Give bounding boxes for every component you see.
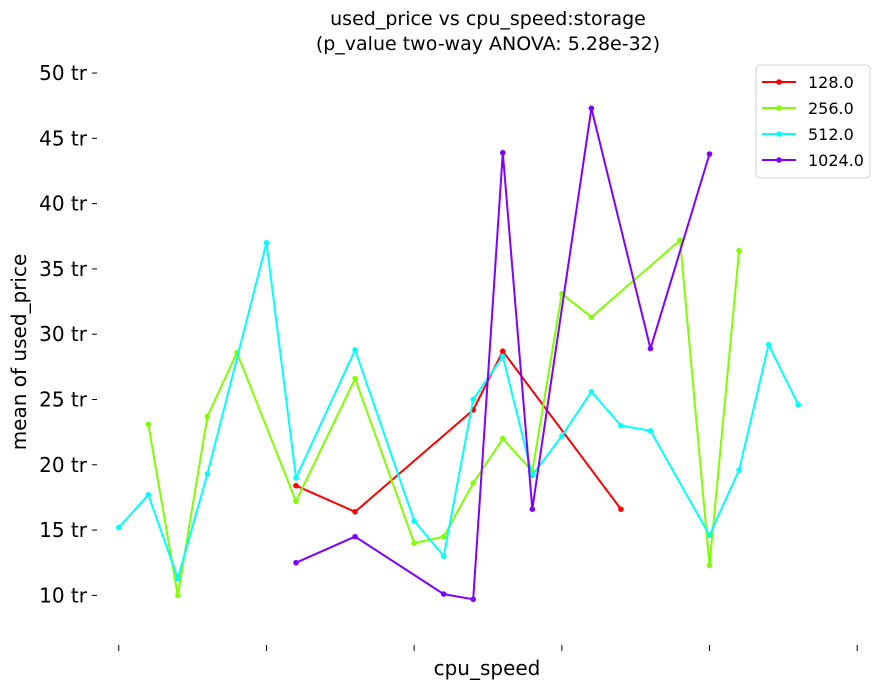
data-point [293, 498, 299, 505]
data-point [765, 341, 772, 348]
series-512.0 [115, 240, 801, 582]
data-point [440, 591, 447, 597]
legend-label: 128.0 [808, 73, 854, 92]
legend-swatch-marker [776, 131, 782, 137]
data-point [736, 467, 742, 473]
data-point [175, 592, 181, 599]
data-point [647, 345, 654, 352]
y-tick-label: 50 tr [39, 61, 88, 85]
data-point [795, 401, 801, 408]
y-tick-label: 25 tr [39, 388, 88, 412]
legend-label: 256.0 [808, 99, 854, 118]
data-point [204, 471, 211, 477]
data-point [263, 240, 270, 246]
data-point [145, 421, 152, 428]
data-point [293, 482, 299, 489]
data-point [529, 506, 536, 512]
data-point [499, 348, 506, 354]
data-point [352, 533, 358, 540]
series-line [295, 350, 622, 513]
legend-label: 1024.0 [808, 151, 864, 170]
legend: 128.0 256.0 512.0 1024.0 [755, 64, 871, 179]
data-point [204, 413, 211, 420]
data-point [677, 237, 683, 244]
data-point [499, 149, 506, 156]
data-point [618, 506, 624, 512]
data-point [352, 375, 358, 382]
data-point [588, 314, 595, 321]
legend-swatch-marker [776, 105, 782, 111]
series-layer [115, 105, 801, 603]
data-point [440, 533, 447, 540]
legend-item: 1024.0 [762, 151, 864, 170]
y-tick-label: 10 tr [39, 583, 88, 607]
data-point [706, 151, 713, 157]
y-axis-label: mean of used_price [7, 254, 31, 451]
series-128.0 [293, 348, 624, 515]
data-point [293, 559, 299, 566]
data-point [175, 575, 181, 582]
data-point [411, 540, 417, 546]
y-tick-label: 20 tr [39, 453, 88, 477]
legend-label: 512.0 [808, 125, 854, 144]
y-tick-label: 40 tr [39, 192, 88, 216]
data-point [618, 422, 624, 429]
legend-item: 512.0 [762, 125, 854, 144]
data-point [647, 428, 654, 434]
legend-frame [755, 64, 871, 179]
series-256.0 [145, 237, 742, 599]
data-point [588, 388, 595, 395]
data-point [411, 518, 417, 524]
data-point [706, 532, 713, 539]
data-point [588, 105, 595, 112]
data-point [145, 492, 152, 498]
y-tick-label: 30 tr [39, 322, 88, 346]
y-tick-label: 15 tr [39, 518, 88, 542]
y-axis-ticks: 10 tr 15 tr 20 tr 25 tr 30 tr 35 tr 40 tr 45 tr… [39, 61, 97, 607]
data-point [470, 596, 477, 603]
data-point [529, 472, 536, 479]
data-point [559, 433, 565, 439]
chart-title: used_price vs cpu_speed:storage [330, 8, 646, 30]
x-axis-ticks [118, 645, 858, 651]
y-tick-label: 45 tr [39, 126, 88, 150]
data-point [499, 353, 506, 360]
legend-item: 128.0 [762, 73, 854, 92]
chart-subtitle: (p_value two-way ANOVA: 5.28e-32) [316, 33, 660, 55]
data-point [470, 480, 477, 486]
data-point [706, 562, 713, 569]
legend-swatch-marker [776, 157, 782, 163]
legend-swatch-marker [776, 79, 782, 85]
data-point [352, 509, 358, 515]
data-point [293, 475, 299, 481]
series-line [147, 239, 741, 597]
data-point [352, 347, 358, 353]
data-point [470, 396, 477, 403]
series-1024.0 [293, 105, 713, 603]
data-point [115, 524, 122, 531]
data-point [440, 553, 447, 560]
legend-item: 256.0 [762, 99, 854, 118]
data-point [499, 435, 506, 442]
data-point [736, 247, 742, 254]
x-axis-label: cpu_speed [434, 656, 541, 680]
y-tick-label: 35 tr [39, 257, 88, 281]
